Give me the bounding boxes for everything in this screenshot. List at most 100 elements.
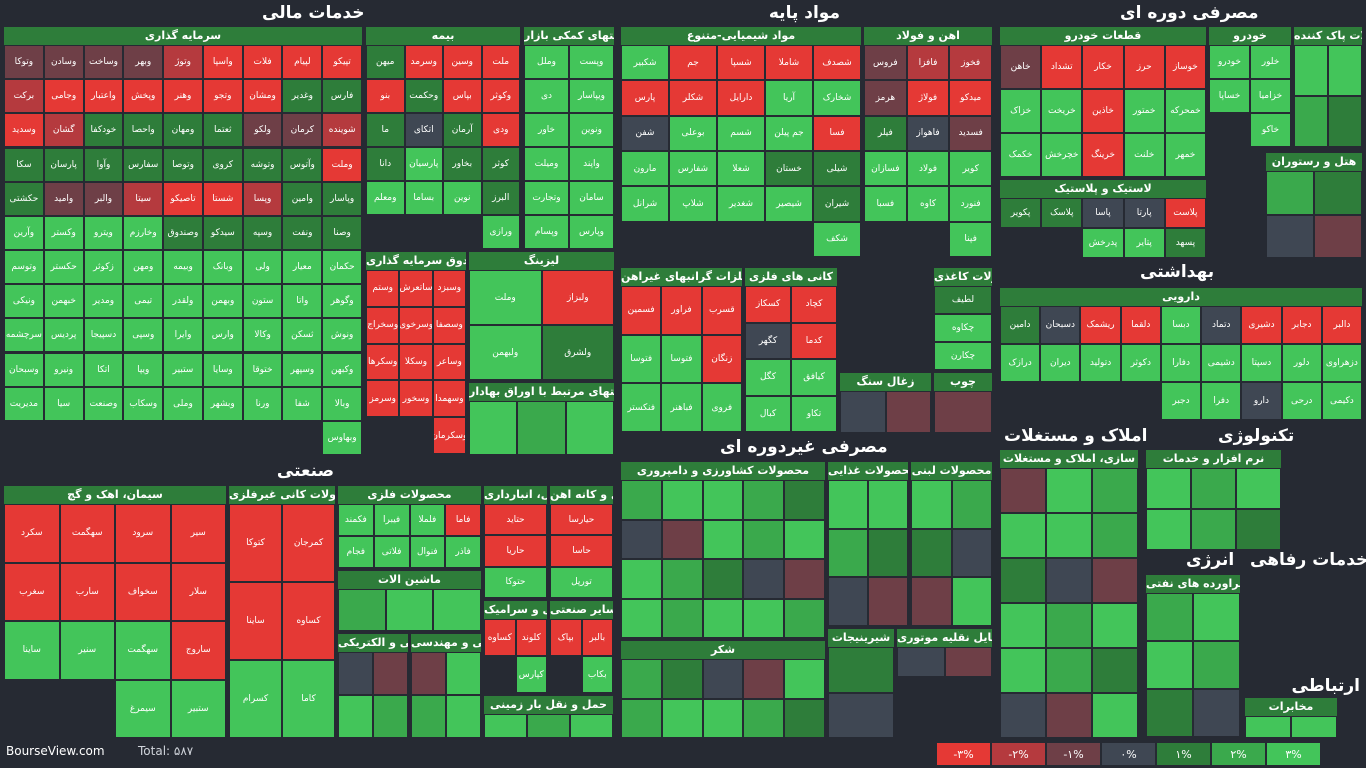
- stock-tile[interactable]: دفرا: [1201, 382, 1242, 420]
- stock-tile[interactable]: کمرجان: [282, 504, 335, 582]
- stock-tile[interactable]: [1294, 45, 1328, 96]
- stock-tile[interactable]: کساوه: [282, 582, 335, 660]
- industry-block[interactable]: قطعات خودرو خوساز حرز خکار تشداد خاهن خمحرکه خم…: [1000, 27, 1206, 177]
- stock-tile[interactable]: واسپا: [202, 45, 243, 80]
- stock-tile[interactable]: وحکمت: [404, 79, 443, 113]
- stock-tile[interactable]: سیتا: [123, 181, 164, 216]
- stock-tile[interactable]: ومدیر: [83, 284, 124, 319]
- stock-tile[interactable]: [469, 401, 518, 455]
- stock-tile[interactable]: دسپیجا: [83, 318, 124, 353]
- stock-tile[interactable]: [1193, 593, 1240, 641]
- stock-tile[interactable]: پکویر: [1000, 198, 1042, 228]
- stock-tile[interactable]: وسدید: [4, 113, 44, 148]
- stock-tile[interactable]: پارسان: [43, 147, 84, 182]
- stock-tile[interactable]: سرچشمه: [4, 318, 44, 353]
- stock-tile[interactable]: [1000, 513, 1046, 558]
- stock-tile[interactable]: پلاسک: [1041, 198, 1083, 228]
- stock-tile[interactable]: کگل: [745, 359, 791, 396]
- stock-tile[interactable]: وکوثر: [481, 79, 520, 113]
- stock-tile[interactable]: [1314, 171, 1362, 215]
- stock-tile[interactable]: بکاب: [581, 656, 613, 693]
- stock-tile[interactable]: فنوال: [409, 536, 446, 568]
- stock-tile[interactable]: [702, 598, 744, 638]
- stock-tile[interactable]: زنگان: [701, 334, 742, 384]
- stock-tile[interactable]: دسپتا: [1241, 344, 1282, 382]
- industry-block[interactable]: مخابرات: [1245, 698, 1337, 738]
- stock-tile[interactable]: دکیمی: [1321, 382, 1362, 420]
- stock-tile[interactable]: میدکو: [949, 80, 992, 116]
- stock-tile[interactable]: ویپا: [123, 352, 164, 387]
- industry-block[interactable]: وسایل نقلیه موتوری: [897, 629, 992, 677]
- stock-tile[interactable]: کتوکا: [229, 504, 282, 582]
- stock-tile[interactable]: اتکا: [83, 352, 124, 387]
- stock-tile[interactable]: حتاید: [484, 504, 547, 536]
- stock-tile[interactable]: سلار: [170, 562, 226, 621]
- stock-tile[interactable]: شکلر: [669, 80, 717, 116]
- stock-tile[interactable]: کرمان: [282, 113, 323, 148]
- stock-tile[interactable]: ولبهمن: [469, 325, 542, 380]
- stock-tile[interactable]: وسبحان: [4, 352, 44, 387]
- stock-tile[interactable]: ثسکن: [282, 318, 323, 353]
- stock-tile[interactable]: وسادن: [43, 45, 84, 80]
- stock-tile[interactable]: کپارس: [515, 656, 547, 693]
- industry-block[interactable]: محصولات فلزی فاما فلملا فیبرا فکمند فاذر فنوال…: [338, 486, 481, 568]
- stock-tile[interactable]: حرز: [1123, 45, 1165, 89]
- stock-tile[interactable]: [951, 528, 992, 578]
- stock-tile[interactable]: شصدف: [813, 45, 861, 81]
- stock-tile[interactable]: فاهواز: [906, 115, 950, 151]
- stock-tile[interactable]: [661, 598, 703, 638]
- industry-block[interactable]: محصولات کشاورزی و دامپروری: [621, 462, 825, 638]
- stock-tile[interactable]: وپسا: [242, 181, 283, 216]
- stock-tile[interactable]: وساخت: [83, 45, 124, 80]
- stock-tile[interactable]: وسرخوی: [399, 306, 433, 344]
- stock-tile[interactable]: سکرد: [4, 504, 60, 563]
- stock-tile[interactable]: شرانل: [621, 186, 669, 222]
- stock-tile[interactable]: لطیف: [934, 286, 992, 314]
- stock-tile[interactable]: وسصفا: [432, 306, 466, 344]
- stock-tile[interactable]: [433, 589, 481, 631]
- industry-block[interactable]: محصولات پاک کننده: [1294, 27, 1362, 147]
- stock-tile[interactable]: واعتبار: [83, 79, 124, 114]
- stock-tile[interactable]: حتوکا: [484, 566, 547, 598]
- stock-tile[interactable]: [1146, 641, 1193, 689]
- stock-tile[interactable]: فسا: [813, 115, 861, 151]
- stock-tile[interactable]: [885, 391, 931, 433]
- stock-tile[interactable]: [1092, 558, 1138, 603]
- stock-tile[interactable]: تکاو: [791, 395, 837, 432]
- stock-tile[interactable]: [743, 559, 785, 599]
- stock-tile[interactable]: [784, 519, 825, 559]
- stock-tile[interactable]: سرود: [115, 504, 171, 563]
- stock-tile[interactable]: پتایر: [1123, 228, 1165, 258]
- stock-tile[interactable]: چکاوه: [934, 314, 992, 342]
- stock-tile[interactable]: [784, 480, 825, 520]
- stock-tile[interactable]: وگوهر: [322, 284, 362, 319]
- stock-tile[interactable]: دیران: [1040, 344, 1081, 382]
- stock-tile[interactable]: فسمین: [621, 286, 662, 335]
- stock-tile[interactable]: ورازی: [481, 215, 520, 249]
- stock-tile[interactable]: فولاژ: [906, 80, 950, 116]
- stock-tile[interactable]: شعلا: [717, 151, 765, 187]
- stock-tile[interactable]: [1046, 603, 1092, 648]
- stock-tile[interactable]: [621, 659, 662, 699]
- stock-tile[interactable]: فسبا: [864, 186, 907, 222]
- stock-tile[interactable]: [1328, 45, 1362, 96]
- stock-tile[interactable]: وتجارت: [524, 181, 569, 215]
- stock-tile[interactable]: دی: [524, 79, 569, 113]
- stock-tile[interactable]: [828, 528, 868, 578]
- stock-tile[interactable]: شغدیر: [717, 186, 765, 222]
- stock-tile[interactable]: وکبهن: [322, 352, 362, 387]
- stock-tile[interactable]: ستون: [242, 284, 283, 319]
- stock-tile[interactable]: شلاپ: [669, 186, 717, 222]
- industry-block[interactable]: شیرینیجات: [828, 629, 894, 738]
- stock-tile[interactable]: کگهر: [745, 322, 791, 359]
- industry-block[interactable]: سرمایه گذاری تپیکو لپیام فلات واسپا وتوژ وبهر و…: [4, 27, 362, 455]
- stock-tile[interactable]: دسبحان: [1040, 306, 1081, 344]
- industry-block[interactable]: زغال سنگ: [840, 373, 931, 433]
- stock-tile[interactable]: وپست: [569, 45, 614, 79]
- stock-tile[interactable]: پاسا: [1082, 198, 1124, 228]
- stock-tile[interactable]: کیافق: [791, 359, 837, 396]
- stock-tile[interactable]: پارتا: [1123, 198, 1165, 228]
- stock-tile[interactable]: پردیس: [43, 318, 84, 353]
- stock-tile[interactable]: خاذین: [1082, 89, 1124, 133]
- stock-tile[interactable]: واتا: [282, 284, 323, 319]
